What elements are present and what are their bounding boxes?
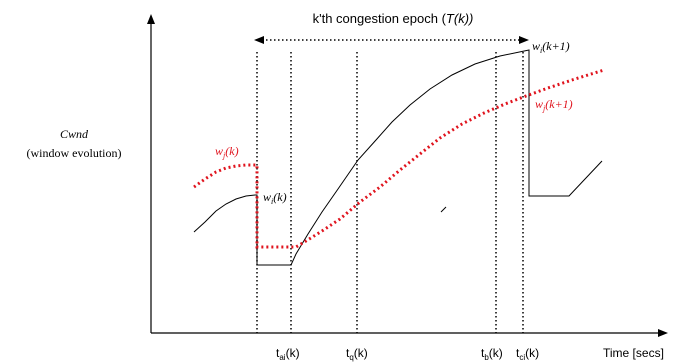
y-axis-arrow (147, 14, 155, 24)
flow-j-window-curve (193, 68, 605, 249)
flow-i-window-curve (193, 49, 603, 266)
flow-i-stray-tick (440, 206, 447, 213)
tick-label-tci: tci(k) (516, 346, 539, 362)
label-wj-k1: wj(k+1) (535, 97, 573, 113)
y-axis-label-cwnd: Cwnd (60, 127, 89, 141)
x-axis-label: Time [secs] (603, 346, 664, 360)
x-axis-arrow (658, 329, 668, 337)
epoch-title: k'th congestion epoch (T(k)) (313, 11, 474, 26)
epoch-arrow-right (519, 36, 529, 44)
tick-label-tq: tq(k) (346, 346, 368, 362)
y-axis-label-window-evolution: (window evolution) (27, 146, 122, 160)
label-wi-k1: wi(k+1) (532, 39, 570, 55)
epoch-arrow-left (254, 36, 264, 44)
label-wi-k: wi(k) (263, 190, 287, 206)
tick-label-tai: tai(k) (276, 346, 300, 362)
tick-label-tb: tb(k) (481, 346, 503, 362)
label-wj-k: wj(k) (215, 144, 239, 160)
